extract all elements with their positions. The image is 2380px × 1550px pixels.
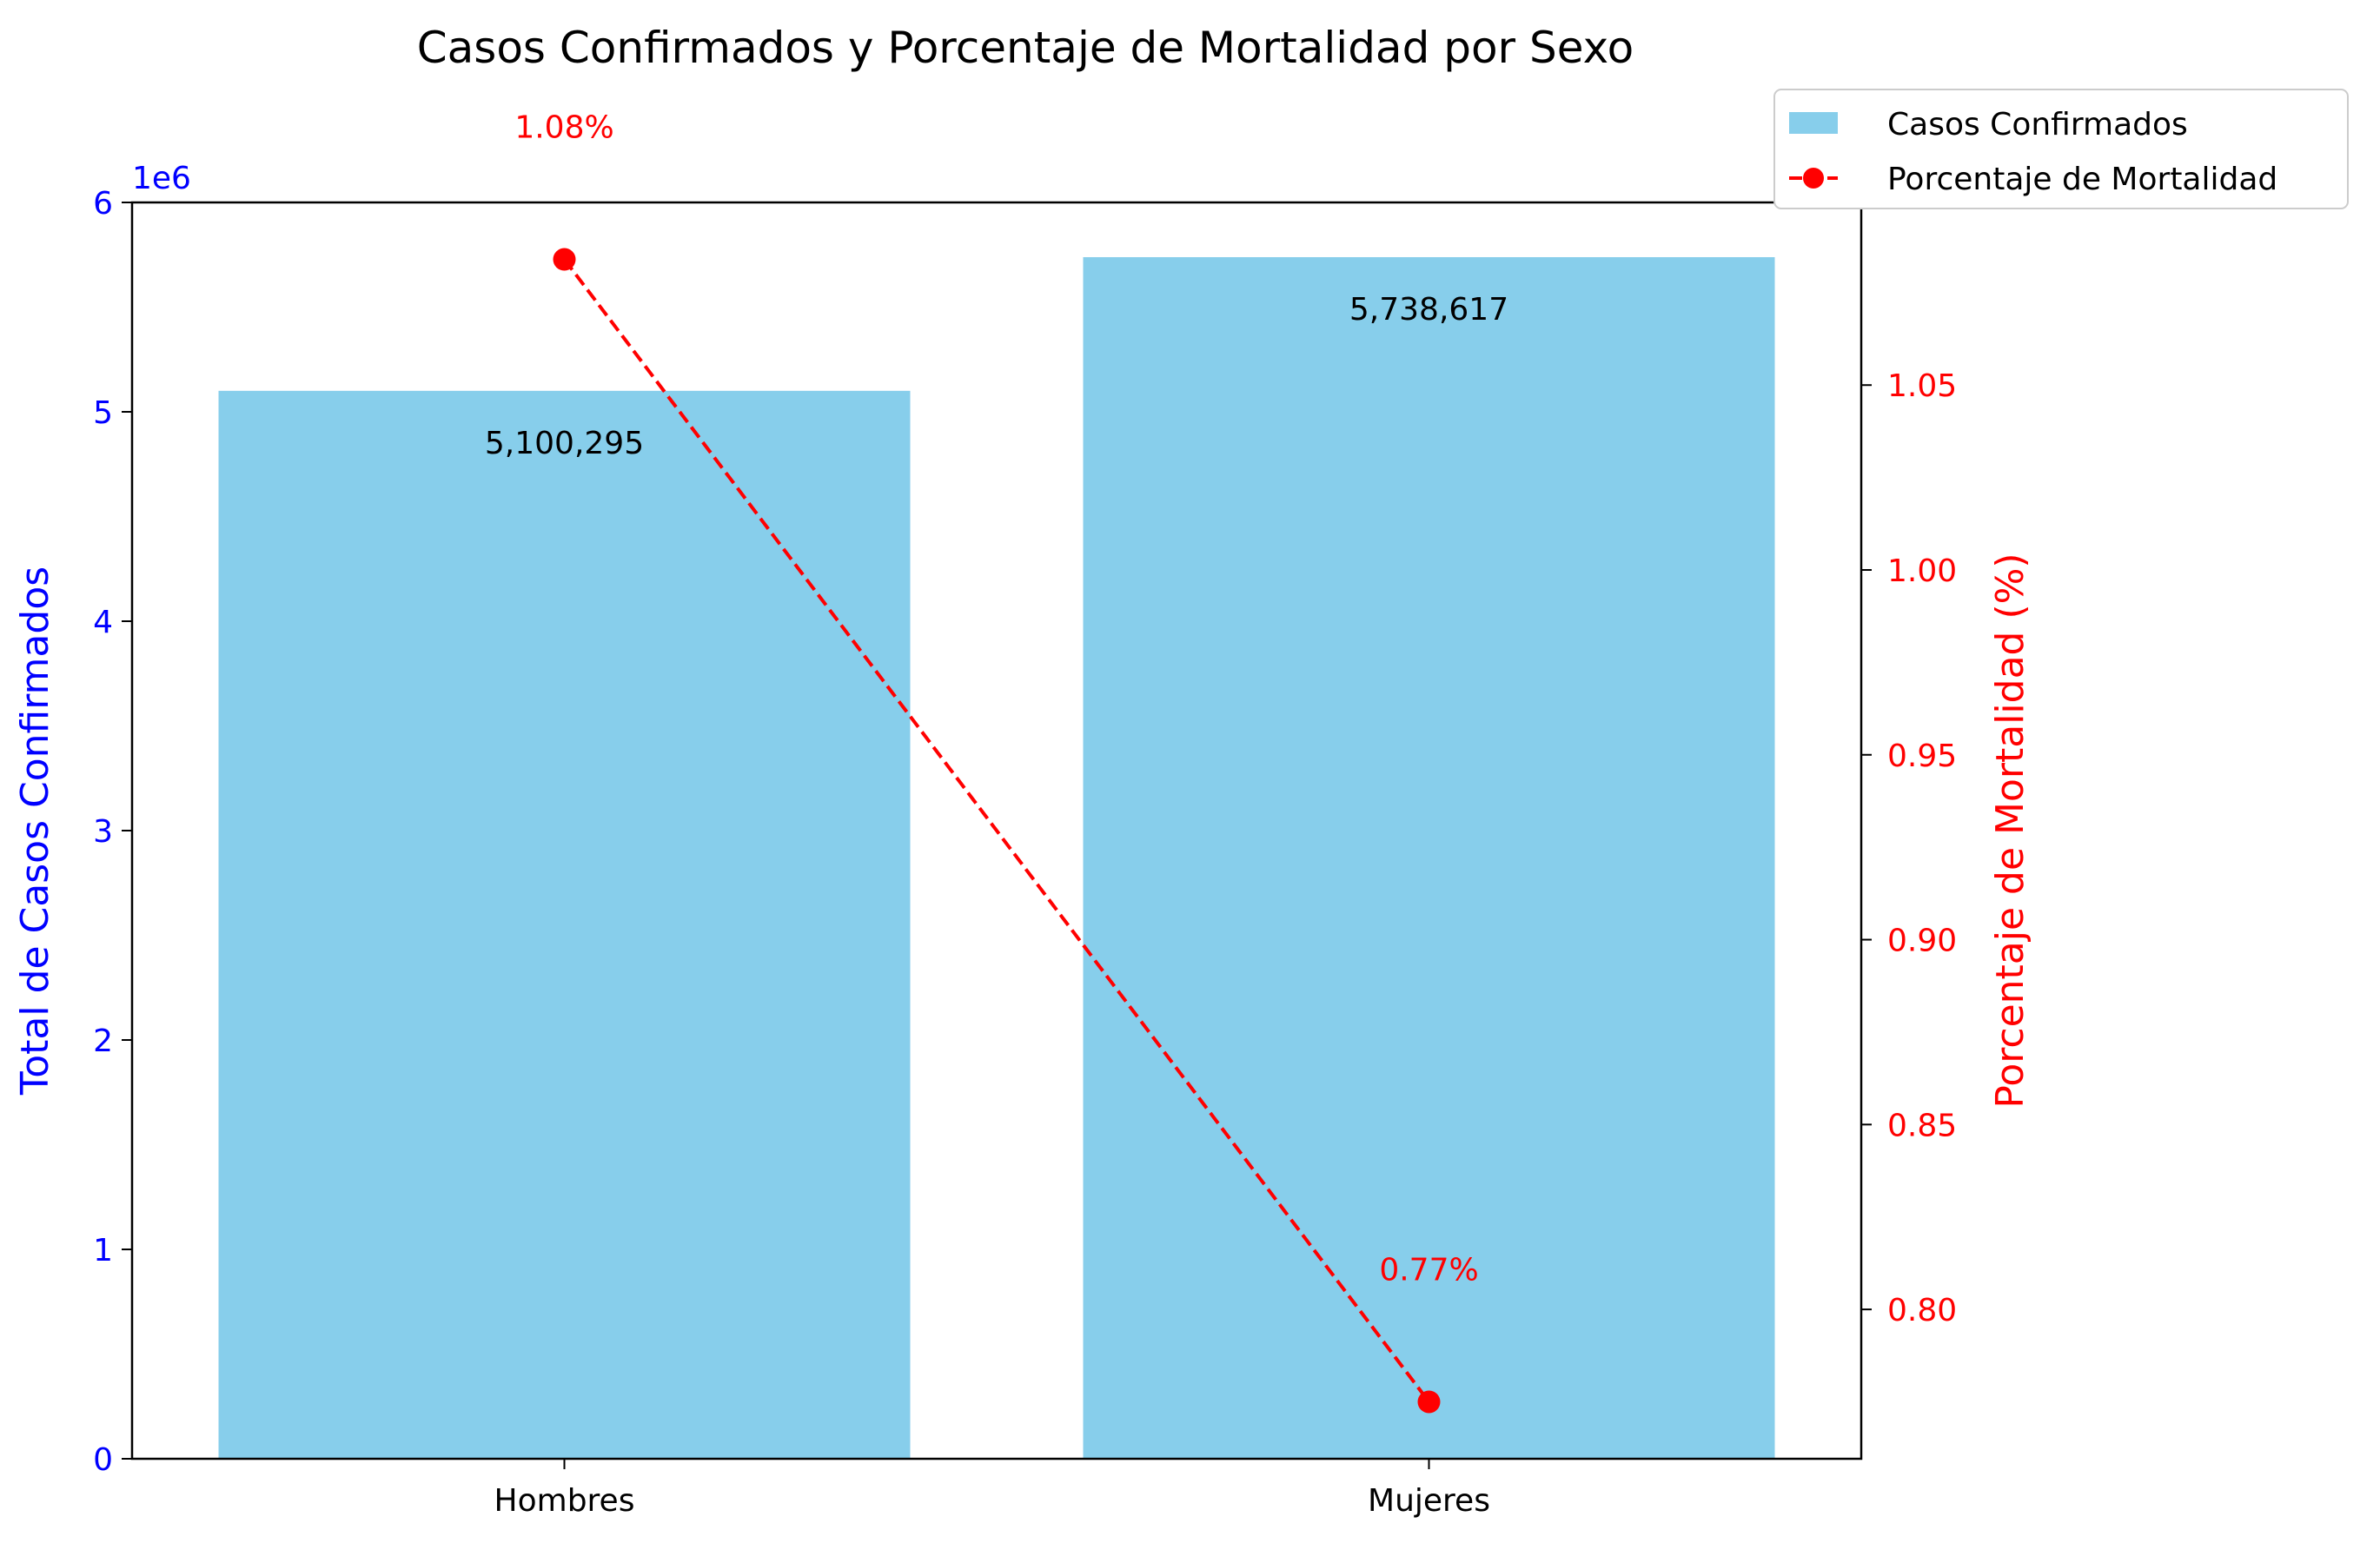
left-tick-label: 4: [93, 605, 113, 640]
right-tick-label: 1.00: [1887, 553, 1957, 589]
right-tick-label: 0.80: [1887, 1293, 1957, 1328]
left-tick-label: 5: [93, 395, 113, 431]
mortality-value-label: 1.08%: [514, 110, 613, 146]
bar-value-label: 5,738,617: [1349, 292, 1508, 328]
x-tick-label: Hombres: [494, 1483, 635, 1519]
right-tick-label: 0.90: [1887, 924, 1957, 959]
mortality-point: [1417, 1390, 1441, 1414]
legend-label-line: Porcentaje de Mortalidad: [1887, 162, 2277, 197]
plot-frame: [130, 201, 1863, 1461]
mortality-line: [562, 258, 1431, 1403]
chart-title: Casos Confirmados y Porcentaje de Mortal…: [417, 23, 1634, 73]
legend-swatch-bar: [1789, 112, 1838, 134]
left-axis-offset-text: 1e6: [132, 161, 191, 196]
left-tick-label: 1: [93, 1233, 113, 1268]
bar-mujeres: [1083, 256, 1775, 1460]
left-tick-label: 2: [93, 1023, 113, 1059]
x-tick-label: Mujeres: [1368, 1483, 1490, 1519]
legend-box: [1773, 89, 2349, 209]
bar-hombres: [218, 390, 911, 1460]
mortality-value-label: 0.77%: [1379, 1252, 1478, 1288]
left-tick-label: 3: [93, 814, 113, 850]
right-tick-label: 0.85: [1887, 1108, 1957, 1143]
left-tick-label: 6: [93, 186, 113, 222]
right-axis-label: Porcentaje de Mortalidad (%): [1988, 553, 2032, 1108]
right-tick-label: 0.95: [1887, 739, 1957, 774]
legend-label-bar: Casos Confirmados: [1887, 107, 2188, 142]
mortality-point: [553, 248, 576, 271]
legend-swatch-marker: [1803, 168, 1824, 189]
bar-value-label: 5,100,295: [485, 426, 644, 461]
left-tick-label: 0: [93, 1442, 113, 1478]
left-axis-label: Total de Casos Confirmados: [13, 566, 57, 1096]
right-tick-label: 1.05: [1887, 368, 1957, 404]
